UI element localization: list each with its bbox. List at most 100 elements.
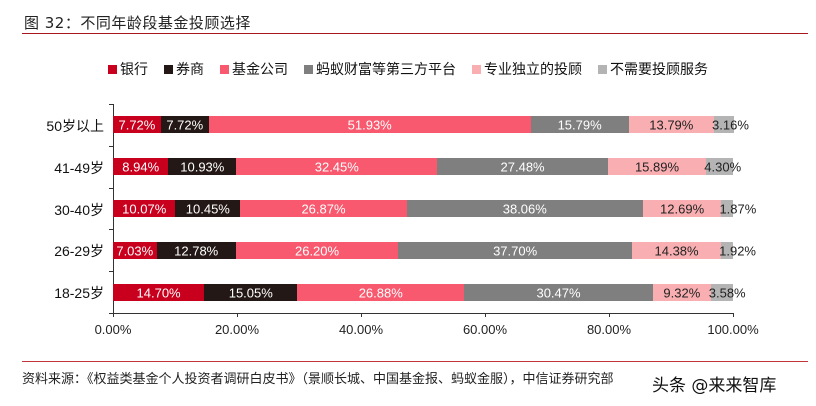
legend-swatch-icon	[164, 64, 173, 74]
bar-segment: 13.79%	[628, 116, 715, 133]
x-axis-tick-label: 80.00%	[586, 322, 632, 337]
segment-value-label: 9.32%	[663, 285, 701, 300]
bar-segment: 15.89%	[607, 158, 707, 175]
bar-segment: 27.48%	[437, 158, 608, 175]
legend-item: 券商	[164, 59, 204, 79]
bar-segment: 7.72%	[160, 116, 209, 133]
x-axis-tick	[237, 313, 238, 317]
x-axis-tick-label: 20.00%	[214, 322, 260, 337]
stacked-bar: 14.70% 15.05% 26.88% 30.47% 9.32% 3.58%	[113, 284, 746, 301]
legend-swatch-icon	[472, 64, 481, 74]
x-axis-tick-label: 40.00%	[338, 322, 384, 337]
bar-segment: 4.30%	[704, 158, 741, 175]
x-axis-tick-label: 60.00%	[462, 322, 508, 337]
legend-label: 蚂蚁财富等第三方平台	[316, 62, 456, 78]
segment-value-label: 30.47%	[536, 285, 581, 300]
y-axis-tick	[109, 188, 113, 189]
category-label: 18-25岁	[54, 285, 104, 301]
segment-value-label: 51.93%	[347, 117, 392, 132]
legend-swatch-icon	[108, 64, 117, 74]
bar-segment: 3.16%	[712, 116, 749, 133]
bar-segment: 7.03%	[113, 242, 157, 259]
stacked-bar: 8.94% 10.93% 32.45% 27.48% 15.89% 4.30%	[113, 158, 741, 175]
plot-area: 0.00% 20.00% 40.00% 60.00% 80.00% 100.00% 50岁以…	[46, 104, 759, 337]
y-axis-tick	[109, 313, 113, 314]
bar-segment: 10.93%	[168, 158, 237, 175]
legend-swatch-icon	[304, 64, 313, 74]
bar-segment: 8.94%	[113, 158, 169, 175]
segment-value-label: 12.78%	[174, 243, 219, 258]
bar-segment: 26.88%	[297, 284, 465, 301]
bar-segment: 15.79%	[530, 116, 629, 133]
bar-segment: 14.38%	[631, 242, 722, 259]
category-label: 50岁以上	[46, 118, 104, 134]
category-label: 30-40岁	[54, 202, 104, 218]
legend-item: 蚂蚁财富等第三方平台	[304, 59, 456, 79]
segment-value-label: 26.20%	[294, 243, 340, 258]
segment-value-label: 3.58%	[708, 285, 746, 300]
stacked-bar: 7.03% 12.78% 26.20% 37.70% 14.38% 1.92%	[113, 242, 756, 259]
legend-label: 券商	[176, 62, 204, 78]
bar-segment: 3.58%	[709, 284, 746, 301]
bar-segment: 10.45%	[175, 200, 241, 217]
segment-value-label: 7.03%	[116, 243, 154, 258]
segment-value-label: 4.30%	[704, 159, 742, 174]
y-axis-tick	[109, 104, 113, 105]
watermark: 头条 @来来智库	[652, 376, 777, 396]
stacked-bar: 7.72% 7.72% 51.93% 15.79% 13.79% 3.16%	[113, 116, 749, 133]
x-axis-tick	[485, 313, 486, 317]
x-axis-tick	[609, 313, 610, 317]
legend-label: 不需要投顾服务	[610, 62, 708, 78]
segment-value-label: 3.16%	[712, 117, 749, 132]
bar-segment: 12.78%	[156, 242, 236, 259]
segment-value-label: 14.38%	[654, 243, 699, 258]
source-divider	[22, 361, 808, 362]
bar-segment: 1.87%	[719, 200, 756, 217]
y-axis-tick	[109, 271, 113, 272]
segment-value-label: 38.06%	[502, 201, 547, 216]
category-label: 26-29岁	[54, 243, 104, 259]
segment-value-label: 12.69%	[660, 201, 705, 216]
stacked-bar: 10.07% 10.45% 26.87% 38.06% 12.69% 1.87%	[113, 200, 756, 217]
segment-value-label: 7.72%	[118, 117, 156, 132]
x-axis-tick-label: 0.00%	[94, 322, 132, 337]
bar-segment: 26.20%	[235, 242, 399, 259]
legend-label: 基金公司	[232, 62, 288, 78]
bar-segment: 32.45%	[236, 158, 438, 175]
segment-value-label: 13.79%	[649, 117, 694, 132]
legend: 银行 券商 基金公司 蚂蚁财富等第三方平台 专业独立的投顾 不需要投顾服务	[0, 59, 816, 79]
bar-segment: 7.72%	[113, 116, 161, 133]
segment-value-label: 10.93%	[180, 159, 225, 174]
bar-segment: 51.93%	[208, 116, 531, 133]
segment-value-label: 14.70%	[136, 285, 181, 300]
bar-segment: 9.32%	[652, 284, 711, 301]
bar-segment: 38.06%	[406, 200, 643, 217]
segment-value-label: 37.70%	[493, 243, 538, 258]
segment-value-label: 15.89%	[634, 159, 680, 174]
segment-value-label: 15.05%	[228, 285, 273, 300]
y-axis-tick	[109, 146, 113, 147]
segment-value-label: 15.79%	[557, 117, 602, 132]
bar-segment: 12.69%	[642, 200, 722, 217]
bar-segment: 37.70%	[398, 242, 632, 259]
segment-value-label: 7.72%	[166, 117, 204, 132]
legend-item: 专业独立的投顾	[472, 59, 582, 79]
segment-value-label: 10.07%	[122, 201, 167, 216]
source-note: 资料来源：《权益类基金个人投资者调研白皮书》（景顺长城、中国基金报、蚂蚁金服），…	[22, 372, 614, 387]
bar-segment: 14.70%	[113, 284, 205, 301]
bar-segment: 1.92%	[719, 242, 756, 259]
legend-swatch-icon	[598, 64, 607, 74]
legend-label: 银行	[120, 62, 148, 78]
legend-item: 基金公司	[220, 59, 288, 79]
legend-swatch-icon	[220, 64, 229, 74]
segment-value-label: 27.48%	[500, 159, 545, 174]
x-axis-tick	[361, 313, 362, 317]
segment-value-label: 8.94%	[122, 159, 160, 174]
legend-item: 不需要投顾服务	[598, 59, 708, 79]
x-axis-tick	[113, 313, 114, 317]
title-divider	[22, 33, 808, 34]
bar-segment: 15.05%	[204, 284, 298, 301]
segment-value-label: 1.87%	[719, 201, 757, 216]
segment-value-label: 32.45%	[314, 159, 359, 174]
legend-label: 专业独立的投顾	[484, 62, 582, 78]
